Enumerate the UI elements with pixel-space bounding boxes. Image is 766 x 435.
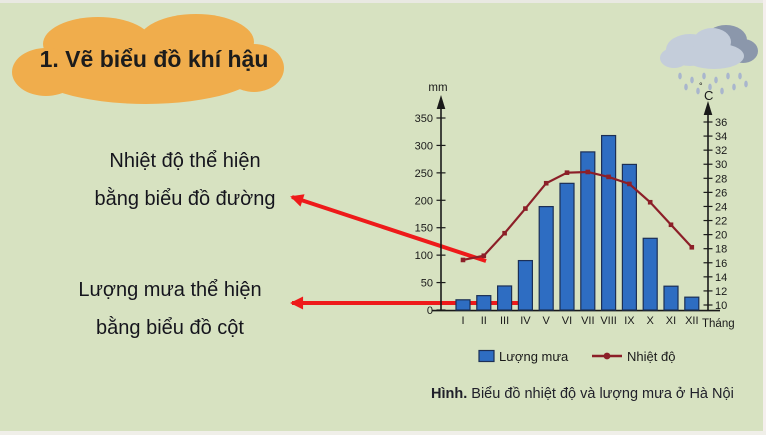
left-tick-label: 100 <box>415 250 433 262</box>
temp-point-IX <box>627 181 632 187</box>
rain-bar-VIII <box>601 134 617 311</box>
right-tick-label: 10 <box>715 300 727 312</box>
rain-bar-VII <box>580 151 596 311</box>
month-label-XII: XII <box>685 315 698 327</box>
temp-point-II <box>481 253 487 259</box>
temp-point-X <box>647 199 653 205</box>
cloud-callout-shape <box>12 14 284 104</box>
annotation-rainfall-line1: Lượng mưa thể hiện <box>78 279 262 301</box>
temp-point-VIII <box>606 174 611 180</box>
legend-temp-marker <box>603 352 611 360</box>
legend-rain-label: Lượng mưa <box>499 349 569 364</box>
month-label-IV: IV <box>520 315 531 327</box>
left-tick-label: 350 <box>415 113 433 125</box>
month-label-V: V <box>543 315 551 327</box>
rain-bar-XI <box>663 285 679 311</box>
month-label-VII: VII <box>581 315 594 327</box>
annotation-temperature-line1: Nhiệt độ thể hiện <box>109 150 261 172</box>
figure-caption: Hình. Biểu đồ nhiệt độ và lượng mưa ở Hà… <box>431 386 761 402</box>
rain-bar-I <box>455 299 471 311</box>
right-tick-label: 30 <box>715 159 727 171</box>
left-tick-label: 200 <box>415 195 433 207</box>
temp-point-XI <box>668 222 674 228</box>
right-tick-label: 34 <box>715 131 727 143</box>
left-axis-arrow-icon <box>436 95 446 109</box>
temp-point-I <box>460 257 466 263</box>
right-tick-label: 20 <box>715 230 727 242</box>
right-tick-label: 14 <box>715 272 727 284</box>
month-label-III: III <box>500 315 509 327</box>
annotation-rainfall-line2: bằng biểu đồ cột <box>96 317 244 339</box>
right-tick-label: 36 <box>715 117 727 129</box>
month-label-XI: XI <box>666 315 676 327</box>
x-axis-title: Tháng <box>702 318 735 330</box>
right-tick-label: 16 <box>715 258 727 270</box>
month-label-VI: VI <box>562 315 572 327</box>
temperature-line <box>462 170 693 262</box>
temp-point-V <box>543 180 549 186</box>
slide-edge-bottom <box>0 431 766 435</box>
month-label-IX: IX <box>624 315 635 327</box>
month-label-VIII: VIII <box>600 315 617 327</box>
figure-caption-text: Biểu đồ nhiệt độ và lượng mưa ở Hà Nội <box>467 386 734 402</box>
cloud-callout-icon <box>12 14 284 104</box>
rain-bar-X <box>642 237 658 311</box>
left-axis-unit-label: mm <box>428 82 447 94</box>
right-tick-label: 32 <box>715 145 727 157</box>
month-label-I: I <box>461 315 464 327</box>
right-tick-label: 12 <box>715 286 727 298</box>
figure-caption-label: Hình. <box>431 386 468 402</box>
temp-point-VII <box>585 169 591 175</box>
rain-bar-V <box>538 205 554 311</box>
left-tick-label: 0 <box>427 305 433 317</box>
right-tick-label: 18 <box>715 244 727 256</box>
month-label-II: II <box>481 315 487 327</box>
legend-temp-label: Nhiệt độ <box>627 349 675 364</box>
temp-point-VI <box>564 170 570 175</box>
right-tick-label: 22 <box>715 216 727 228</box>
rain-cloud-icon <box>660 25 758 95</box>
left-tick-label: 50 <box>421 278 433 290</box>
month-label-X: X <box>647 315 655 327</box>
left-tick-label: 250 <box>415 168 433 180</box>
rain-bar-IX <box>621 163 637 311</box>
legend-rain-swatch <box>478 349 495 363</box>
temp-point-XII <box>689 244 695 250</box>
left-tick-label: 300 <box>415 140 433 152</box>
annotation-rainfall: Lượng mưa thể hiện bằng biểu đồ cột <box>45 271 295 347</box>
annotation-temperature: Nhiệt độ thể hiện bằng biểu đồ đường <box>60 142 310 218</box>
right-axis-unit-label: C <box>704 88 713 103</box>
rain-drops-icon <box>678 72 748 95</box>
right-tick-label: 26 <box>715 187 727 199</box>
right-axis-unit-sup: ° <box>699 81 703 91</box>
climate-chart: mm ° C 0 50 100 150 200 250 300 350 10 12 14 16 18 20 22 2… <box>398 78 760 378</box>
rain-bar-II <box>476 295 492 311</box>
rain-bar-XII <box>684 296 700 311</box>
rain-bar-VI <box>559 182 575 311</box>
rain-bar-III <box>496 285 513 311</box>
page-title: 1. Vẽ biểu đồ khí hậu <box>39 46 269 72</box>
right-tick-label: 24 <box>715 201 727 213</box>
temp-point-IV <box>523 206 528 211</box>
rain-bar-IV <box>517 259 534 311</box>
temp-point-III <box>502 230 507 236</box>
left-tick-label: 150 <box>415 223 433 235</box>
slide-edge-right <box>763 0 766 435</box>
annotation-temperature-line2: bằng biểu đồ đường <box>94 188 276 210</box>
right-tick-label: 28 <box>715 173 727 185</box>
climate-chart-canvas: mm °C 0 50 100 150 200 250 300 350 10 12 14 16 18 20 22 2… <box>415 81 735 364</box>
right-axis-arrow-icon <box>703 101 713 115</box>
slide-edge-top <box>0 0 766 3</box>
